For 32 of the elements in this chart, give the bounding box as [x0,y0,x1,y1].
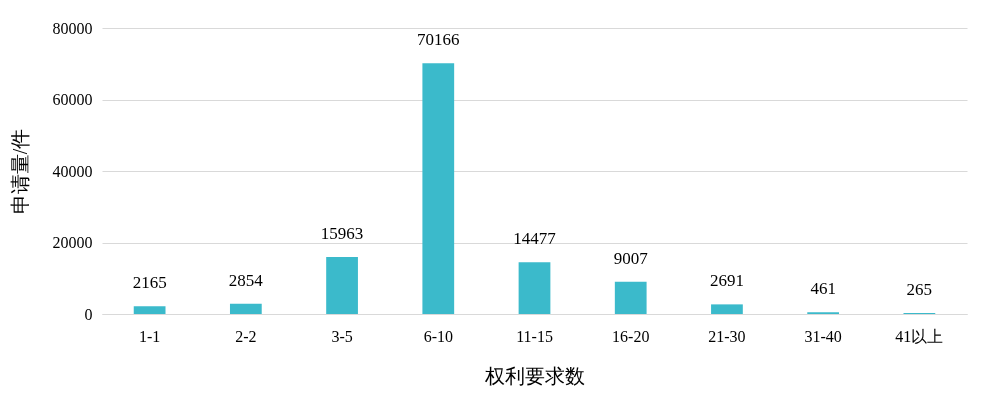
x-tick-label: 16-20 [612,327,650,345]
x-axis-title: 权利要求数 [484,364,585,387]
data-label: 14477 [513,229,557,249]
x-tick-label: 41以上 [895,327,944,345]
data-label: 70166 [417,30,460,50]
x-tick-label: 3-5 [331,327,353,345]
bar [518,262,551,314]
data-label: 2691 [709,271,744,291]
bar [326,256,358,314]
x-tick-label: 31-40 [804,327,842,345]
y-tick-label: 40000 [52,162,93,180]
bar [133,306,166,314]
data-label: 265 [906,280,933,300]
y-tick-label: 80000 [52,19,93,37]
y-axis-title: 申请量/件 [8,128,31,215]
data-label: 2165 [132,273,167,293]
bar [614,281,647,314]
data-label: 2854 [228,270,264,290]
data-label: 461 [810,279,836,299]
x-tick-label: 6-10 [423,327,453,345]
data-label: 15963 [320,223,364,243]
bar [422,63,455,314]
x-tick-label: 21-30 [708,327,746,345]
y-tick-label: 60000 [52,91,93,108]
data-label: 9007 [613,248,649,268]
y-tick-label: 0 [84,305,93,323]
x-tick-label: 1-1 [138,327,161,345]
x-tick-label: 2-2 [235,327,257,345]
bar [711,304,743,314]
bar [229,303,262,314]
y-tick-label: 20000 [52,234,93,251]
x-tick-label: 11-15 [516,327,553,345]
